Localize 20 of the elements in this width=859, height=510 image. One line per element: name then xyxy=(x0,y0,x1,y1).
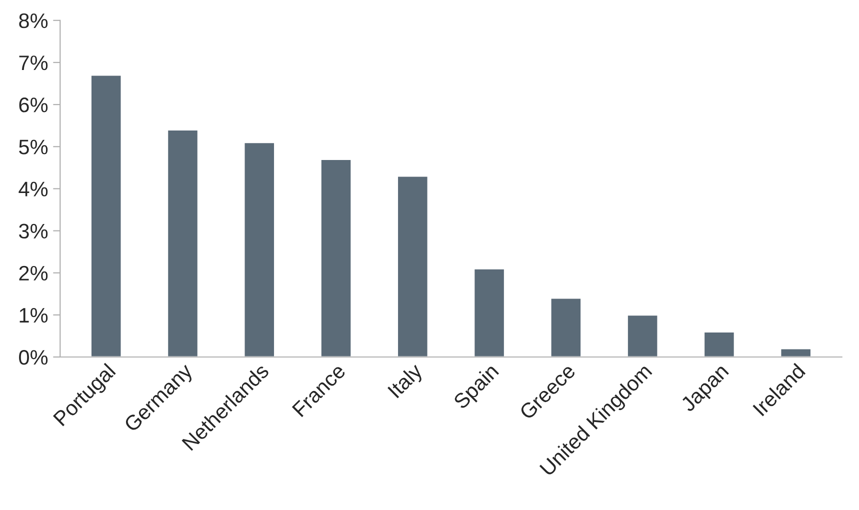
bar xyxy=(626,314,659,357)
y-tick-label: 3% xyxy=(19,224,48,239)
bar xyxy=(550,297,582,357)
bar xyxy=(320,158,352,357)
y-tick-label: 4% xyxy=(18,182,48,196)
y-tick-label: 8% xyxy=(19,13,48,28)
bar xyxy=(780,348,812,357)
y-tick-label: 5% xyxy=(19,140,48,154)
y-tick-label: 2% xyxy=(19,266,48,281)
y-tick-label: 7% xyxy=(19,56,48,70)
y-tick-label: 0% xyxy=(19,350,48,365)
x-tick-label: Italy xyxy=(387,362,426,402)
bar xyxy=(90,74,122,357)
y-tick-label: 1% xyxy=(20,308,48,323)
bar xyxy=(396,175,429,357)
bar xyxy=(166,129,199,357)
y-tick-label: 6% xyxy=(19,98,48,112)
bar xyxy=(703,331,736,357)
bar xyxy=(473,268,506,357)
bar xyxy=(243,142,276,357)
